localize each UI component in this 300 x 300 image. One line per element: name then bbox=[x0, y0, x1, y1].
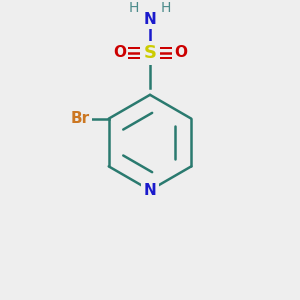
Text: Br: Br bbox=[70, 111, 89, 126]
Text: O: O bbox=[113, 45, 126, 60]
Text: H: H bbox=[161, 1, 171, 15]
Text: N: N bbox=[144, 183, 156, 198]
Text: H: H bbox=[129, 1, 139, 15]
Text: O: O bbox=[174, 45, 187, 60]
Text: N: N bbox=[144, 12, 156, 27]
Text: S: S bbox=[143, 44, 157, 62]
